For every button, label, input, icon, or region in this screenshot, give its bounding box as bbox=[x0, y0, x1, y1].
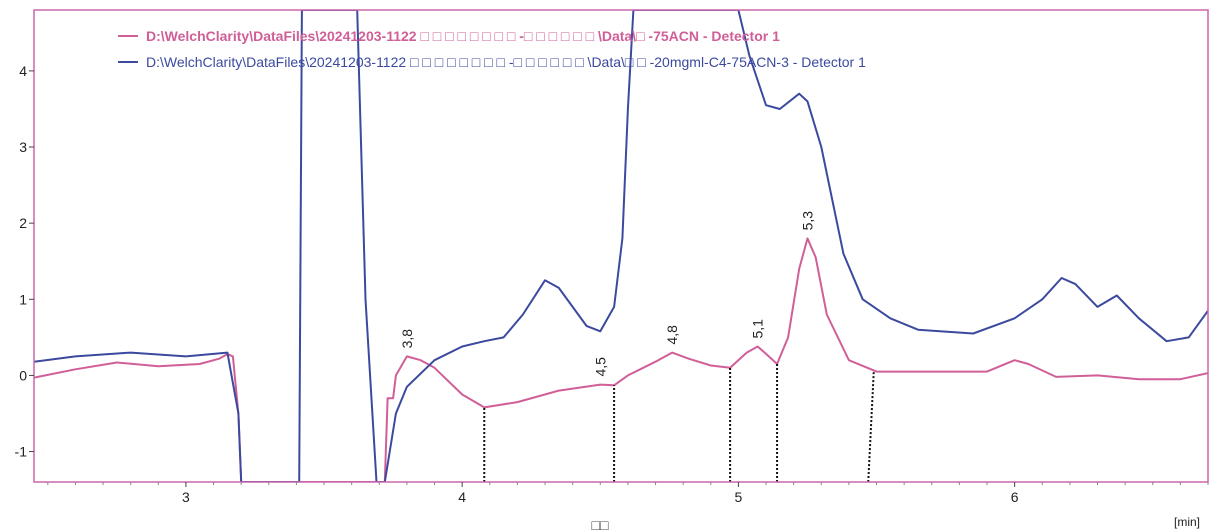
x-tick-label-3: 5 bbox=[735, 489, 743, 505]
baseline-marker-5 bbox=[867, 371, 875, 483]
y-tick-label-3: 1 bbox=[19, 291, 27, 307]
y-tick-label-4: 2 bbox=[19, 215, 27, 231]
legend-label-1: D:\WelchClarity\DataFiles\20241203-1122 … bbox=[146, 28, 780, 44]
legend-label-2: D:\WelchClarity\DataFiles\20241203-1122 … bbox=[146, 54, 866, 70]
axes: 3 4 5 6 -1 0 1 2 3 4 bbox=[15, 9, 1209, 505]
series-line-2 bbox=[34, 10, 1208, 482]
x-unit-label: [min] bbox=[1174, 515, 1200, 529]
peak-labels: 3,8 4,5 4,8 5,1 5,3 bbox=[399, 211, 816, 377]
x-tick-label-4: 6 bbox=[1011, 489, 1019, 505]
y-tick-label-2: 0 bbox=[19, 367, 27, 383]
peak-label-1: 3,8 bbox=[399, 329, 415, 349]
peak-label-5: 5,3 bbox=[799, 211, 815, 231]
x-tick-label-1: 3 bbox=[182, 489, 190, 505]
x-tick-label-2: 4 bbox=[458, 489, 466, 505]
baseline-markers bbox=[483, 364, 875, 483]
legend: D:\WelchClarity\DataFiles\20241203-1122 … bbox=[118, 28, 866, 70]
y-tick-label-5: 3 bbox=[19, 139, 27, 155]
peak-label-4: 5,1 bbox=[750, 319, 766, 339]
x-axis-label: □□ bbox=[592, 517, 609, 532]
y-tick-label-6: 4 bbox=[19, 63, 27, 79]
peak-label-2: 4,5 bbox=[592, 357, 608, 377]
series-line-1 bbox=[34, 237, 1208, 482]
series-lines bbox=[34, 10, 1208, 482]
y-tick-label-1: -1 bbox=[15, 444, 28, 460]
plot-frame bbox=[33, 9, 1209, 483]
peak-label-3: 4,8 bbox=[664, 325, 680, 345]
